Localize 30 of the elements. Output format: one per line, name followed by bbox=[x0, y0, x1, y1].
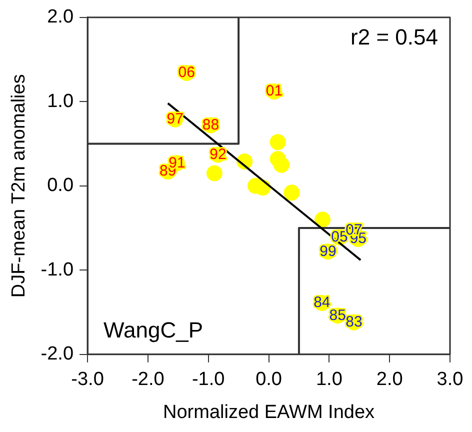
x-tick-label: -1.0 bbox=[192, 369, 225, 390]
y-axis-title: DJF-mean T2m anomalies bbox=[8, 74, 30, 298]
y-tick-label: 1.0 bbox=[47, 90, 74, 112]
annotation: r2 = 0.54 bbox=[350, 24, 438, 50]
point bbox=[314, 212, 331, 228]
annotation: 84 bbox=[314, 294, 330, 312]
x-tick-label: -2.0 bbox=[132, 369, 164, 390]
y-tick-label: 0.0 bbox=[47, 175, 74, 196]
annotation: 01 bbox=[266, 82, 283, 100]
annotation: 97 bbox=[166, 110, 184, 128]
annotation: 83 bbox=[346, 314, 362, 331]
annotation: 85 bbox=[329, 306, 346, 324]
annotation: 88 bbox=[202, 116, 220, 134]
x-tick-label: 3.0 bbox=[436, 369, 464, 390]
annotation: WangC_P bbox=[104, 317, 203, 342]
annotation: 92 bbox=[210, 146, 226, 163]
point bbox=[206, 165, 222, 182]
point bbox=[273, 156, 290, 173]
annotation: 06 bbox=[178, 64, 195, 82]
x-tick-label: 0.0 bbox=[256, 369, 282, 390]
x-tick-label: -3.0 bbox=[71, 369, 104, 390]
point bbox=[270, 134, 286, 150]
y-tick-label: 2.0 bbox=[47, 6, 74, 28]
x-tick-label: 1.0 bbox=[316, 369, 342, 390]
point bbox=[284, 184, 300, 201]
y-tick-label: -2.0 bbox=[40, 344, 74, 365]
x-tick-label: 2.0 bbox=[376, 369, 403, 390]
y-tick-label: -1.0 bbox=[40, 259, 74, 280]
x-axis-title: Normalized EAWM Index bbox=[163, 402, 376, 423]
annotation: 99 bbox=[320, 242, 336, 260]
